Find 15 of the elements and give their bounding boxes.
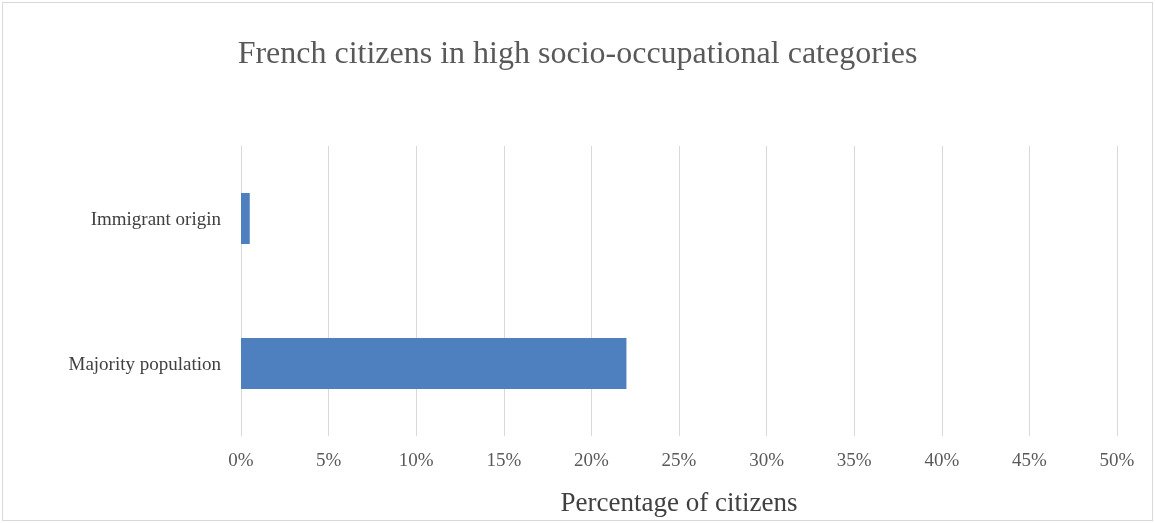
x-tick-label: 5% bbox=[315, 449, 342, 470]
x-tick-label: 50% bbox=[1099, 449, 1135, 470]
x-tick-label: 30% bbox=[749, 449, 785, 470]
x-tick-label: 25% bbox=[661, 449, 697, 470]
chart-title: French citizens in high socio-occupational categories bbox=[237, 34, 918, 70]
x-tick-label: 0% bbox=[228, 449, 254, 470]
x-tick-label: 10% bbox=[398, 449, 434, 470]
x-tick-label: 15% bbox=[486, 449, 522, 470]
x-tick-label: 35% bbox=[836, 449, 872, 470]
x-tick-label: 40% bbox=[924, 449, 960, 470]
y-tick-label: Immigrant origin bbox=[90, 208, 222, 229]
y-tick-label: Majority population bbox=[68, 353, 222, 374]
x-tick-label: 20% bbox=[573, 449, 609, 470]
x-tick-label: 45% bbox=[1011, 449, 1047, 470]
x-axis-title: Percentage of citizens bbox=[560, 486, 798, 517]
